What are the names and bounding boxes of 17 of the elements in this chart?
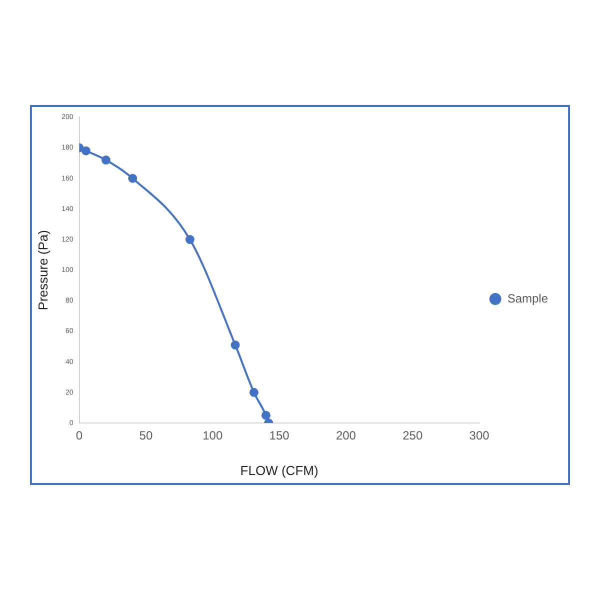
point [185,235,194,244]
point [261,410,270,420]
legend-label: Sample [507,291,548,306]
point [81,146,90,156]
x-tick-label: 50 [139,428,153,443]
x-tick-label: 250 [402,428,423,443]
point [230,340,240,350]
point [249,388,258,397]
point [101,156,110,165]
x-tick-label: 200 [336,428,356,443]
point [128,174,138,183]
y-axis-title: Pressure (Pa) [35,230,50,310]
x-tick-label: 0 [76,428,83,443]
x-axis-title: FLOW (CFM) [240,462,318,478]
x-tick-label: 300 [469,428,490,443]
x-tick-label: 100 [202,428,223,443]
x-tick-label: 150 [269,428,290,443]
